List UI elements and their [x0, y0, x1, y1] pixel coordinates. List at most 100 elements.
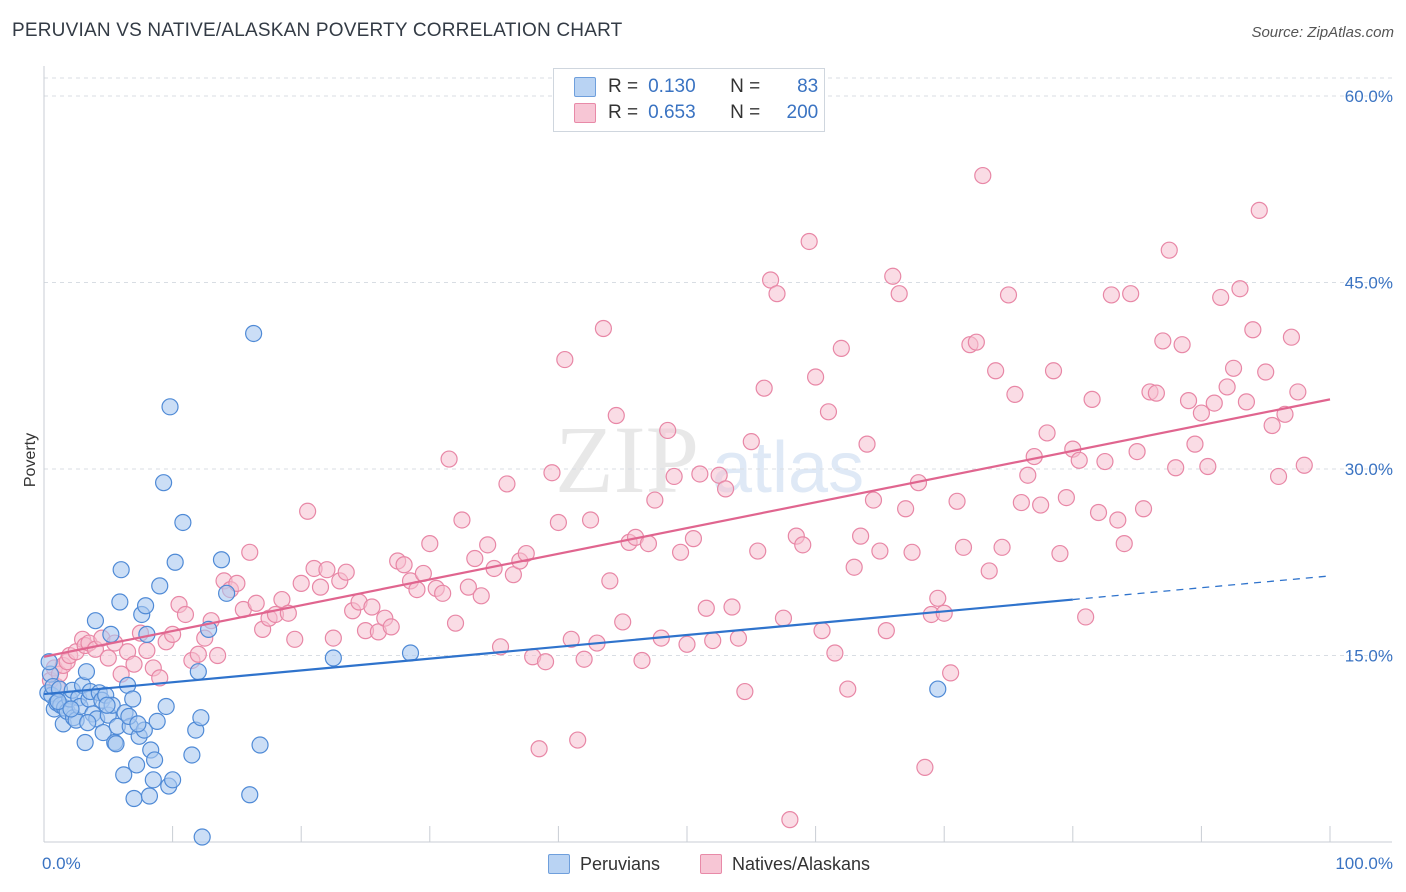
legend-n-label: N =	[730, 102, 761, 123]
native-alaskan-point	[871, 542, 889, 560]
native-alaskan-point	[999, 286, 1018, 304]
native-alaskan-point	[601, 572, 619, 590]
correlation-legend: R = 0.130 N = 83 R = 0.653 N = 200	[553, 68, 825, 132]
peruvian-point	[94, 723, 112, 742]
native-alaskan-point	[993, 538, 1011, 556]
native-alaskan-point	[1032, 496, 1050, 514]
peruvian-point	[125, 789, 143, 808]
native-alaskan-point	[1122, 285, 1140, 303]
native-alaskan-point	[241, 543, 259, 561]
native-alaskan-point	[1263, 416, 1281, 435]
native-alaskan-point	[292, 574, 310, 592]
native-alaskan-point	[1012, 493, 1030, 512]
native-alaskan-point	[987, 362, 1005, 380]
native-alaskan-point	[942, 664, 960, 682]
native-alaskan-point	[440, 450, 458, 468]
bottom-legend-label: Peruvians	[580, 853, 661, 874]
peruvian-point	[76, 733, 94, 752]
native-alaskan-point	[1289, 383, 1307, 401]
native-alaskan-point	[916, 758, 934, 777]
native-alaskan-point	[1102, 286, 1120, 304]
native-alaskan-point	[736, 682, 754, 701]
native-alaskan-point	[299, 502, 317, 520]
native-alaskan-point	[446, 614, 465, 632]
tick-labels: 15.0% 30.0% 45.0% 60.0% 0.0% 100.0%	[42, 87, 1393, 873]
native-alaskan-point	[806, 368, 825, 386]
x-tick-label: 0.0%	[42, 854, 81, 873]
trend-lines	[43, 398, 1331, 696]
peruvian-point	[79, 714, 97, 732]
native-alaskan-point	[607, 406, 625, 425]
peruvian-point	[115, 766, 133, 784]
native-alaskan-point	[151, 669, 169, 687]
native-alaskan-point	[826, 644, 844, 662]
native-alaskan-point	[1019, 466, 1037, 484]
native-alaskan-point	[665, 467, 683, 486]
native-alaskan-point	[980, 562, 998, 580]
native-alaskan-point	[1199, 457, 1217, 476]
native-alaskan-point	[684, 530, 703, 548]
native-alaskan-point	[479, 536, 497, 554]
native-alaskan-point	[1257, 363, 1275, 381]
native-alaskan-point	[581, 511, 600, 529]
native-alaskan-point	[1295, 456, 1313, 474]
native-alaskan-point	[1134, 500, 1153, 518]
native-alaskan-point	[1237, 393, 1256, 411]
native-alaskan-point	[575, 650, 593, 668]
legend-n-value: 83	[797, 76, 819, 97]
peruvian-point	[324, 649, 342, 667]
native-alaskan-point	[1044, 362, 1063, 380]
native-alaskan-point	[671, 543, 690, 561]
legend-r-value: 0.653	[648, 102, 696, 123]
peruvian-point	[192, 709, 210, 727]
native-alaskan-point	[1231, 280, 1249, 298]
peruvian-point	[151, 577, 169, 595]
native-alaskan-point	[1070, 451, 1088, 469]
peruvian-point	[148, 712, 166, 730]
native-alaskan-point	[189, 645, 207, 663]
native-alaskan-point	[536, 653, 555, 671]
peruvian-point	[218, 584, 236, 602]
native-alaskan-point	[774, 609, 793, 627]
native-alaskan-point	[845, 558, 863, 576]
native-alaskan-point	[556, 350, 574, 369]
native-alaskan-point	[1244, 321, 1262, 339]
watermark-atlas: atlas	[712, 428, 864, 508]
native-alaskan-point	[176, 605, 195, 624]
native-alaskan-point	[1160, 241, 1178, 259]
native-alaskan-point	[877, 622, 895, 640]
native-alaskan-point	[434, 584, 452, 602]
native-alaskan-point	[530, 740, 548, 758]
peruvian-point	[144, 771, 162, 789]
native-alaskan-point	[614, 613, 632, 631]
native-alaskan-point	[967, 333, 985, 351]
native-alaskan-point	[549, 513, 568, 532]
native-alaskan-point	[716, 480, 735, 498]
bottom-legend-peruvians: Peruvians	[548, 850, 660, 878]
native-alaskan-point	[742, 433, 760, 451]
native-alaskan-point	[318, 561, 336, 579]
native-alaskan-point	[897, 500, 915, 518]
bottom-legend-label: Natives/Alaskans	[732, 853, 871, 874]
peruvian-point	[140, 787, 159, 805]
legend-row-natives: R = 0.653 N = 200	[574, 101, 818, 125]
native-alaskan-point	[337, 563, 355, 581]
y-tick-label: 45.0%	[1345, 274, 1393, 293]
peruvians-trend-line	[43, 598, 1073, 696]
native-alaskan-point	[1179, 392, 1198, 410]
legend-r-label: R =	[608, 102, 639, 123]
watermark-zip: ZIP	[555, 406, 699, 513]
native-alaskan-point	[839, 680, 857, 698]
native-alaskan-point	[164, 625, 182, 643]
peruvian-point	[929, 680, 947, 698]
native-alaskan-point	[498, 475, 516, 493]
native-alaskan-point	[749, 542, 767, 560]
native-alaskan-point	[228, 574, 246, 592]
natives-trend-line	[43, 398, 1331, 658]
peruvian-point	[102, 625, 120, 643]
watermark: ZIP atlas	[555, 406, 864, 513]
peruvian-point	[212, 551, 231, 569]
peruvian-point	[193, 828, 211, 846]
bottom-legend-natives: Natives/Alaskans	[700, 850, 870, 878]
axes	[43, 66, 1392, 843]
